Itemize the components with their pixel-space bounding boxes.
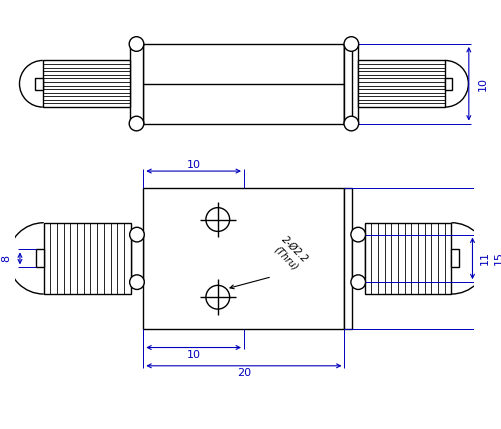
Bar — [364, 223, 450, 294]
Bar — [344, 187, 351, 329]
Circle shape — [350, 275, 365, 290]
Text: 10: 10 — [186, 350, 200, 360]
Circle shape — [350, 227, 365, 242]
Bar — [143, 187, 344, 329]
Bar — [143, 44, 344, 124]
Circle shape — [129, 227, 144, 242]
Bar — [344, 44, 351, 124]
Text: 10: 10 — [186, 160, 200, 170]
Bar — [351, 235, 364, 282]
Circle shape — [343, 116, 358, 131]
Circle shape — [129, 275, 144, 290]
Bar — [43, 60, 129, 107]
Circle shape — [129, 37, 143, 51]
Bar — [444, 78, 451, 90]
Bar — [358, 60, 444, 107]
Text: 11: 11 — [479, 251, 489, 266]
Bar — [129, 44, 143, 124]
Text: 20: 20 — [236, 368, 250, 378]
Bar — [36, 78, 43, 90]
Circle shape — [129, 116, 143, 131]
Circle shape — [343, 37, 358, 51]
Bar — [344, 44, 358, 124]
Bar — [450, 250, 458, 267]
Bar — [44, 223, 130, 294]
Text: 2-Ø2.2
(Thru): 2-Ø2.2 (Thru) — [271, 235, 309, 273]
Text: 15: 15 — [492, 251, 501, 266]
Text: 10: 10 — [477, 77, 487, 91]
Bar — [37, 250, 44, 267]
Bar — [130, 235, 143, 282]
Text: 8: 8 — [1, 255, 11, 262]
